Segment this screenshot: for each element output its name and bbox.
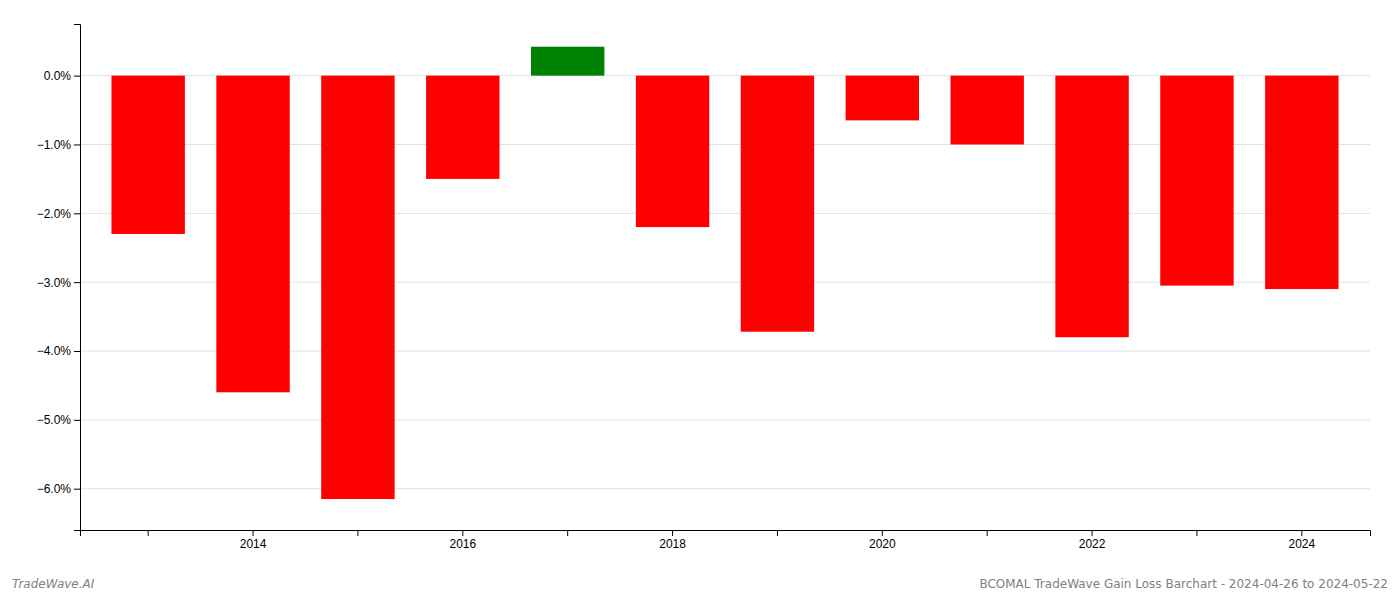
y-tick: −5.0%: [37, 413, 80, 427]
y-tick-mark: [74, 76, 80, 77]
x-tick-mark: [987, 530, 988, 536]
x-tick: [567, 530, 568, 536]
bar: [950, 76, 1023, 145]
x-tick: [777, 530, 778, 536]
bar: [846, 76, 919, 121]
x-tick-mark: [357, 530, 358, 536]
grid: [80, 76, 1370, 489]
bar: [321, 76, 394, 499]
x-tick-label: 2018: [659, 537, 686, 551]
y-tick-label: −1.0%: [37, 138, 72, 152]
bar: [426, 76, 499, 179]
x-tick-mark: [462, 530, 463, 536]
x-tick-mark: [777, 530, 778, 536]
bar: [531, 47, 604, 76]
y-axis-line: [74, 25, 81, 531]
x-tick-mark: [672, 530, 673, 536]
y-tick-mark: [74, 282, 80, 283]
x-tick: [357, 530, 358, 536]
y-tick: −6.0%: [37, 482, 80, 496]
y-tick-mark: [74, 489, 80, 490]
x-tick-mark: [567, 530, 568, 536]
x-tick-mark: [1196, 530, 1197, 536]
x-tick: [1196, 530, 1197, 536]
y-axis: 0.0% −1.0% −2.0% −3.0% −4.0% −5.0% −6.0%: [37, 25, 81, 531]
y-tick: 0.0%: [44, 69, 80, 83]
x-tick-label: 2020: [869, 537, 896, 551]
bar: [111, 76, 184, 234]
bar: [1055, 76, 1128, 338]
annotation: TradeWave.AI: [12, 577, 95, 591]
bar: [636, 76, 709, 227]
x-tick: 2016: [449, 530, 476, 551]
x-tick: 2018: [659, 530, 686, 551]
y-tick-mark: [74, 144, 80, 145]
y-tick-mark: [74, 351, 80, 352]
x-tick-mark: [148, 530, 149, 536]
bars: [111, 47, 1338, 499]
x-tick-label: 2024: [1288, 537, 1315, 551]
bar: [741, 76, 814, 332]
y-tick-label: −3.0%: [37, 276, 72, 290]
y-tick-mark: [74, 420, 80, 421]
x-axis-line: [81, 531, 1371, 537]
y-tick: −4.0%: [37, 344, 80, 358]
x-tick: 2014: [240, 530, 267, 551]
y-tick: −1.0%: [37, 138, 80, 152]
x-tick: 2020: [869, 530, 896, 551]
y-tick: −2.0%: [37, 207, 80, 221]
x-tick-mark: [882, 530, 883, 536]
y-tick-label: −4.0%: [37, 344, 72, 358]
x-tick: [148, 530, 149, 536]
x-tick-mark: [253, 530, 254, 536]
grid-line: [80, 488, 1370, 489]
bar: [216, 76, 289, 393]
grid-line: [80, 419, 1370, 420]
bar: [1160, 76, 1233, 286]
y-tick-mark: [74, 213, 80, 214]
x-tick: [987, 530, 988, 536]
y-tick: −3.0%: [37, 276, 80, 290]
y-tick-label: 0.0%: [44, 69, 72, 83]
x-tick-label: 2014: [240, 537, 267, 551]
x-tick-label: 2022: [1079, 537, 1106, 551]
x-axis: 2014 2016 2018 2020 2022 2024: [81, 530, 1371, 551]
y-tick-label: −2.0%: [37, 207, 72, 221]
plot: 0.0%−1.0%−2.0%−3.0%−4.0%−5.0%−6.0%201420…: [37, 25, 1371, 551]
annotation: BCOMAL TradeWave Gain Loss Barchart - 20…: [979, 577, 1388, 591]
chart: 0.0%−1.0%−2.0%−3.0%−4.0%−5.0%−6.0%201420…: [0, 0, 1400, 600]
x-tick: 2022: [1079, 530, 1106, 551]
x-tick-mark: [1092, 530, 1093, 536]
y-tick-label: −5.0%: [37, 413, 72, 427]
x-tick-mark: [1301, 530, 1302, 536]
y-tick-label: −6.0%: [37, 482, 72, 496]
x-tick: 2024: [1288, 530, 1315, 551]
bar: [1265, 76, 1338, 289]
x-tick-label: 2016: [449, 537, 476, 551]
